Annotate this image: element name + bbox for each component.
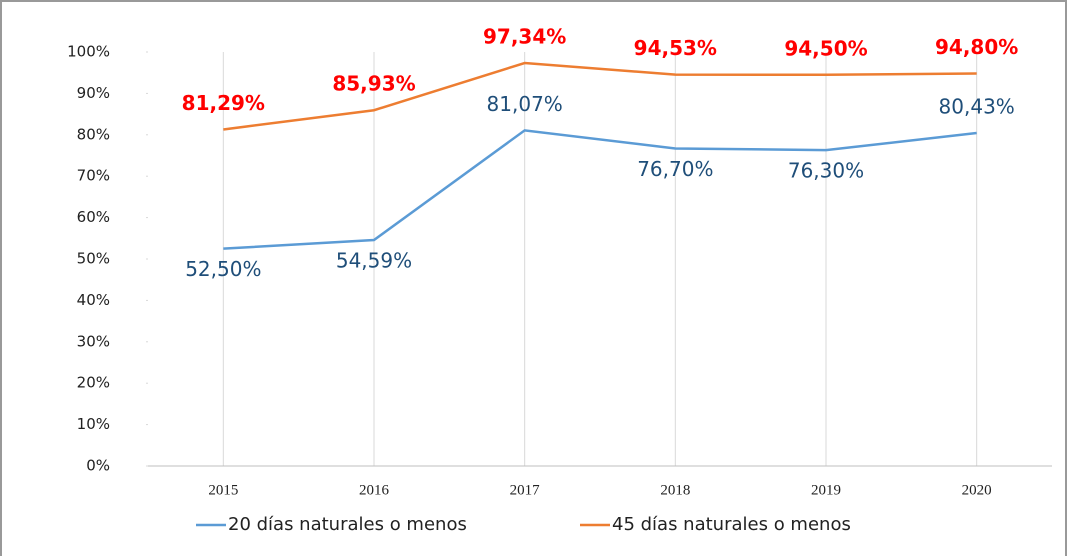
series-line [223,61,977,131]
y-tick-label: 30% [77,332,110,350]
data-label: 76,30% [788,159,864,183]
y-tick-label: 40% [77,291,110,309]
data-label: 54,59% [336,248,412,272]
y-tick-label: 70% [77,167,110,185]
y-tick-label: 80% [77,125,110,143]
data-label: 80,43% [939,95,1015,119]
x-tick-label: 2017 [510,482,541,498]
y-tick-label: 100% [67,43,110,61]
data-label: 52,50% [185,257,261,281]
data-label: 94,53% [634,36,717,60]
x-tick-label: 2016 [359,482,390,498]
x-tick-label: 2019 [811,482,841,498]
legend-label: 45 días naturales o menos [612,514,851,535]
series-line [223,129,977,250]
y-tick-label: 0% [86,457,110,475]
x-tick-label: 2015 [208,482,238,498]
x-tick-label: 2020 [962,482,992,498]
data-label: 94,80% [935,35,1018,59]
data-label: 81,29% [182,91,265,115]
y-tick-label: 50% [77,250,110,268]
y-tick-label: 10% [77,415,110,433]
data-label: 94,50% [784,36,867,60]
data-label: 97,34% [483,25,566,49]
x-tick-label: 2018 [660,482,690,498]
y-tick-label: 20% [77,374,110,392]
y-tick-label: 90% [77,84,110,102]
data-label: 85,93% [332,72,415,96]
y-tick-label: 60% [77,208,110,226]
data-label: 76,70% [637,157,713,181]
legend-label: 20 días naturales o menos [228,514,467,535]
data-label: 81,07% [487,92,563,116]
